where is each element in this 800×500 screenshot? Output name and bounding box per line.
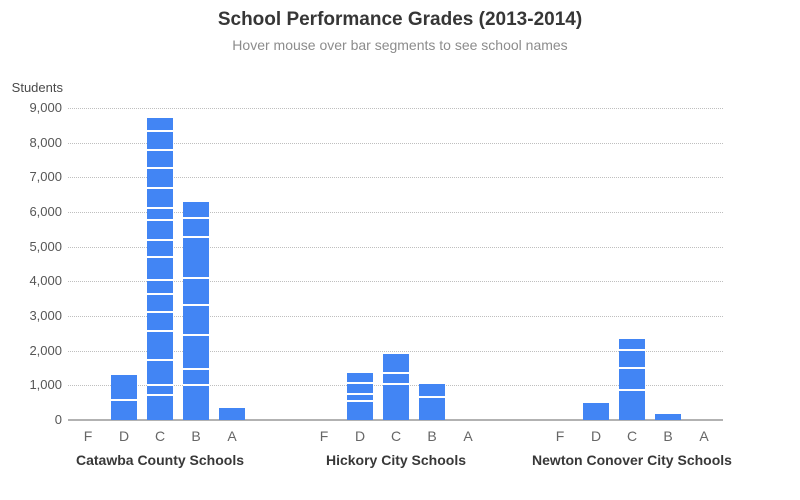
bar-segment[interactable] xyxy=(183,278,209,306)
bar-stack-B xyxy=(183,202,209,420)
bar-segment[interactable] xyxy=(147,281,173,296)
group-label: Newton Conover City Schools xyxy=(532,452,732,468)
bar-segment[interactable] xyxy=(147,258,173,282)
gridline xyxy=(68,177,723,179)
gridline xyxy=(68,142,723,144)
bar-segment[interactable] xyxy=(619,339,645,352)
bar-stack-D xyxy=(111,375,137,420)
bar-segment[interactable] xyxy=(147,117,173,133)
y-tick-label: 8,000 xyxy=(29,134,62,150)
grade-label: B xyxy=(663,428,673,444)
grade-label: B xyxy=(191,428,201,444)
chart-title: School Performance Grades (2013-2014) xyxy=(217,9,583,30)
bar-segment[interactable] xyxy=(147,312,173,332)
grade-label: F xyxy=(319,428,329,444)
bar-stack-C xyxy=(147,117,173,420)
bar-segment[interactable] xyxy=(183,202,209,219)
bar-segment[interactable] xyxy=(183,305,209,337)
grade-label: D xyxy=(118,428,130,444)
bar-segment[interactable] xyxy=(147,295,173,313)
bar-segment[interactable] xyxy=(419,397,445,420)
bar-segment[interactable] xyxy=(183,238,209,279)
bar-stack-D xyxy=(583,402,609,420)
bar-stack-B xyxy=(419,383,445,420)
bar-segment[interactable] xyxy=(619,391,645,420)
bar-segment[interactable] xyxy=(147,396,173,420)
gridline xyxy=(68,246,723,248)
bar-segment[interactable] xyxy=(147,132,173,151)
bar-segment[interactable] xyxy=(183,218,209,239)
y-tick-label: 5,000 xyxy=(29,238,62,254)
bar-segment[interactable] xyxy=(147,208,173,221)
bar-segment[interactable] xyxy=(147,168,173,189)
bar-segment[interactable] xyxy=(347,402,373,420)
gridline xyxy=(68,350,723,352)
bar-segment[interactable] xyxy=(619,368,645,392)
bar-stack-A xyxy=(219,407,245,420)
bar-segment[interactable] xyxy=(111,400,137,420)
y-tick-label: 2,000 xyxy=(29,342,62,358)
grade-label: A xyxy=(699,428,709,444)
bar-stack-C xyxy=(383,353,409,420)
bar-segment[interactable] xyxy=(383,353,409,374)
y-tick-label: 9,000 xyxy=(29,100,62,115)
bar-stack-C xyxy=(619,339,645,420)
bar-segment[interactable] xyxy=(111,375,137,401)
bar-segment[interactable] xyxy=(147,240,173,259)
y-tick-label: 7,000 xyxy=(29,169,62,185)
x-axis-baseline xyxy=(68,419,723,421)
grade-label: D xyxy=(590,428,602,444)
bar-segment[interactable] xyxy=(347,384,373,396)
bar-stack-B xyxy=(655,413,681,420)
bar-segment[interactable] xyxy=(383,385,409,420)
bar-segment[interactable] xyxy=(347,373,373,385)
group-label: Catawba County Schools xyxy=(75,452,245,468)
bar-segment[interactable] xyxy=(619,351,645,369)
bar-segment[interactable] xyxy=(183,386,209,420)
bar-segment[interactable] xyxy=(655,413,681,420)
grade-label: F xyxy=(555,428,565,444)
grade-label: A xyxy=(227,428,237,444)
grade-label: A xyxy=(463,428,473,444)
gridline xyxy=(68,316,723,317)
bar-stack-D xyxy=(347,373,373,420)
gridline xyxy=(68,212,723,213)
grade-label: C xyxy=(626,428,638,444)
bar-segment[interactable] xyxy=(147,361,173,387)
bar-segment[interactable] xyxy=(583,402,609,420)
bar-segment[interactable] xyxy=(147,386,173,397)
bar-segment[interactable] xyxy=(147,331,173,362)
chart-subtitle: Hover mouse over bar segments to see sch… xyxy=(232,37,568,53)
y-tick-label: 4,000 xyxy=(29,273,62,289)
y-tick-label: 3,000 xyxy=(29,308,62,323)
bar-segment[interactable] xyxy=(383,373,409,386)
bar-segment[interactable] xyxy=(219,407,245,420)
bar-segment[interactable] xyxy=(419,383,445,398)
grade-label: B xyxy=(427,428,437,444)
y-axis-title: Students xyxy=(11,80,63,95)
bar-segment[interactable] xyxy=(147,220,173,241)
grade-label: C xyxy=(154,428,166,444)
y-tick-label: 1,000 xyxy=(29,377,62,393)
bar-segment[interactable] xyxy=(147,188,173,209)
y-tick-label: 6,000 xyxy=(29,204,62,219)
group-label: Hickory City Schools xyxy=(325,452,467,468)
grade-label: D xyxy=(354,428,366,444)
bar-segment[interactable] xyxy=(147,150,173,169)
bar-segment[interactable] xyxy=(347,395,373,403)
grade-label: C xyxy=(390,428,402,444)
bar-segment[interactable] xyxy=(183,336,209,370)
y-tick-label: 0 xyxy=(54,412,62,427)
grade-label: F xyxy=(83,428,93,444)
gridline xyxy=(68,108,723,109)
gridline xyxy=(68,281,723,283)
bar-segment[interactable] xyxy=(183,369,209,387)
